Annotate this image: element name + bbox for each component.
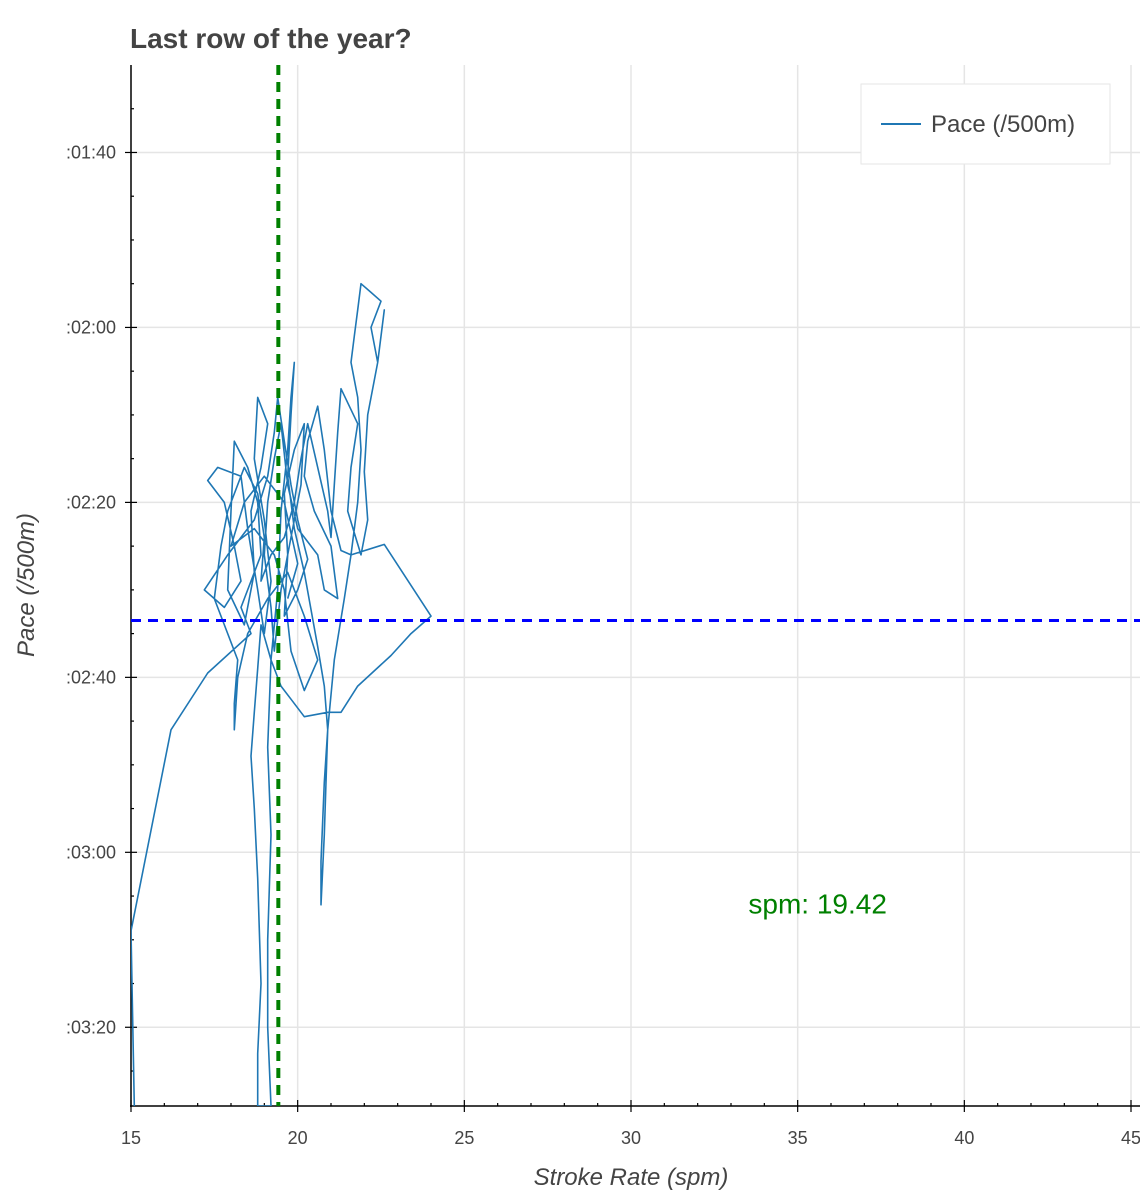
plot-area [131,65,1140,1106]
spm-annotation: spm: 19.42 [748,889,887,920]
y-tick-label: :03:00 [66,842,116,862]
series-layer [131,282,432,1106]
x-tick-label: 15 [121,1128,141,1148]
x-tick-label: 30 [621,1128,641,1148]
y-tick-label: :02:40 [66,667,116,687]
series-line-pace [131,282,432,1106]
y-tick-label: :03:20 [66,1017,116,1037]
y-tick-label: :02:00 [66,317,116,337]
chart-title: Last row of the year? [130,23,412,54]
reference-lines [131,65,1140,1106]
legend: Pace (/500m) [860,83,1111,165]
tick-labels: 15 20 25 30 35 40 45 :01:40 :02:00 :02:20 :02:40 :0… [66,142,1140,1148]
grid-lines [131,65,1140,1106]
x-axis-label: Stroke Rate (spm) [534,1164,729,1191]
y-axis-label: Pace (/500m) [13,513,40,657]
x-tick-label: 40 [954,1128,974,1148]
y-tick-label: :02:20 [66,492,116,512]
x-tick-label: 20 [288,1128,308,1148]
x-tick-label: 45 [1121,1128,1140,1148]
x-tick-label: 35 [788,1128,808,1148]
x-tick-label: 25 [454,1128,474,1148]
y-tick-label: :01:40 [66,142,116,162]
legend-label-pace[interactable]: Pace (/500m) [931,111,1075,138]
